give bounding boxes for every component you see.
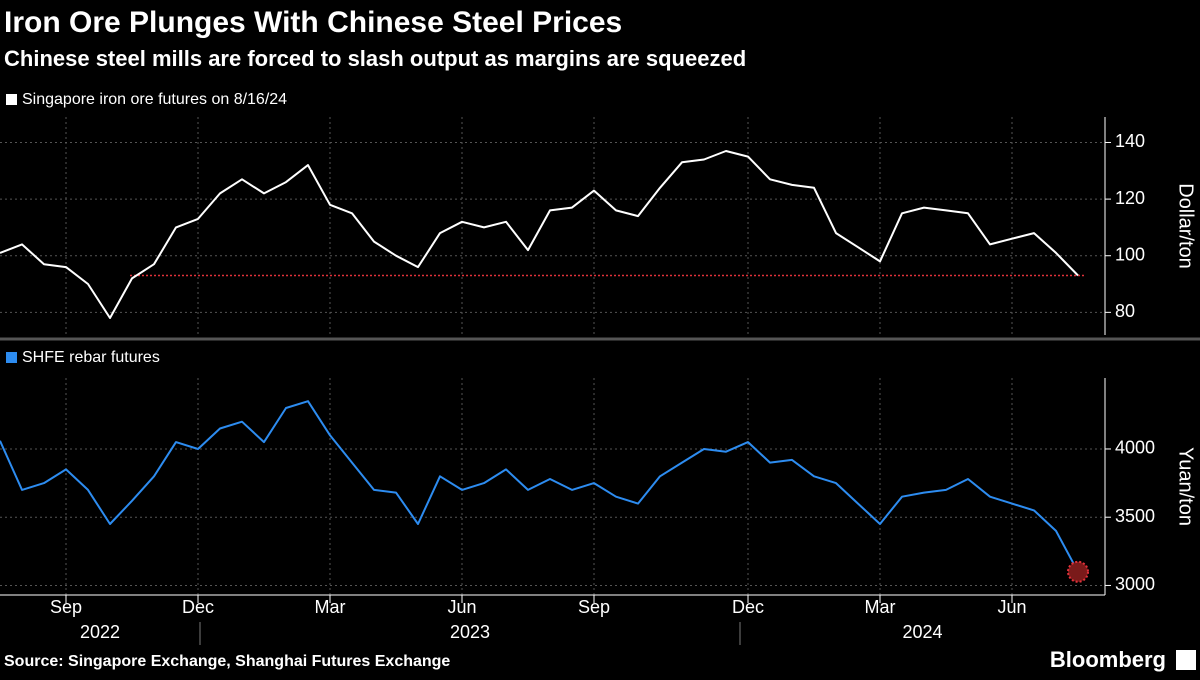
y-tick-label: 80	[1115, 301, 1135, 321]
x-tick-label: Dec	[182, 597, 214, 617]
series-line	[0, 150, 1079, 319]
x-tick-label: Jun	[447, 597, 476, 617]
series-line	[0, 400, 1079, 573]
year-label: 2023	[450, 622, 490, 642]
y-tick-label: 3500	[1115, 506, 1155, 526]
legend-swatch	[6, 352, 17, 363]
legend-label: Singapore iron ore futures on 8/16/24	[22, 91, 287, 108]
y-tick-label: 140	[1115, 131, 1145, 151]
y-axis-title: Yuan/ton	[1175, 447, 1197, 526]
chart-title: Iron Ore Plunges With Chinese Steel Pric…	[4, 6, 622, 39]
year-label: 2022	[80, 622, 120, 642]
x-tick-label: Dec	[732, 597, 764, 617]
x-tick-label: Sep	[50, 597, 82, 617]
brand-icon	[1176, 650, 1196, 670]
x-tick-label: Sep	[578, 597, 610, 617]
y-axis-title: Dollar/ton	[1175, 183, 1197, 269]
x-tick-label: Mar	[315, 597, 346, 617]
x-tick-label: Mar	[865, 597, 896, 617]
chart-subtitle: Chinese steel mills are forced to slash …	[4, 46, 746, 71]
y-tick-label: 120	[1115, 188, 1145, 208]
brand: Bloomberg	[1050, 647, 1166, 672]
y-tick-label: 100	[1115, 244, 1145, 264]
source-note: Source: Singapore Exchange, Shanghai Fut…	[4, 653, 450, 670]
x-tick-label: Jun	[997, 597, 1026, 617]
last-point-highlight	[1067, 560, 1089, 583]
legend-label: SHFE rebar futures	[22, 349, 160, 366]
year-label: 2024	[902, 622, 942, 642]
y-tick-label: 3000	[1115, 574, 1155, 594]
legend-swatch	[6, 94, 17, 105]
y-tick-label: 4000	[1115, 438, 1155, 458]
